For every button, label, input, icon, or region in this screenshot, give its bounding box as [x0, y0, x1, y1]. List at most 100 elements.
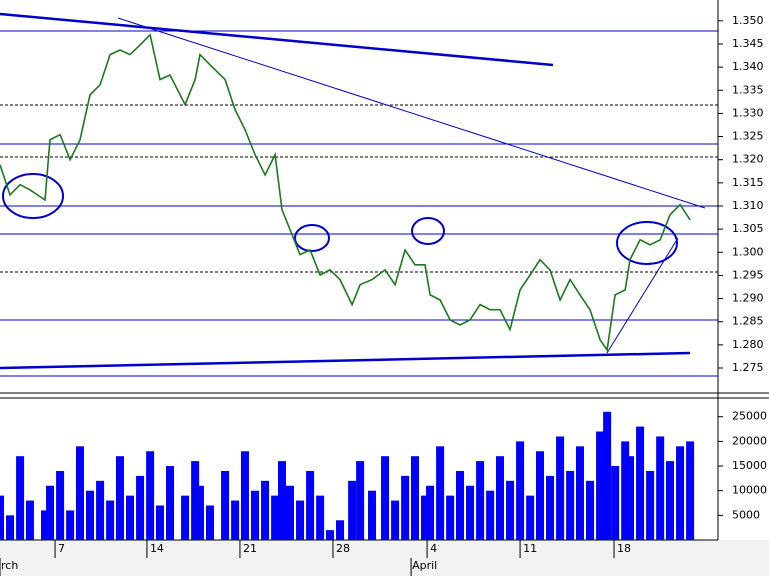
volume-bar	[306, 470, 315, 540]
volume-bar	[251, 490, 260, 540]
x-tick-label: 4	[430, 542, 437, 555]
volume-bar	[86, 490, 95, 540]
volume-bar	[206, 505, 215, 540]
trend-line	[117, 17, 706, 209]
volume-bar	[106, 500, 115, 540]
volume-bar	[575, 446, 584, 540]
y-tick-label: 1.340	[732, 60, 764, 73]
y-tick-label: 1.305	[732, 222, 764, 235]
volume-bar	[6, 515, 15, 540]
volume-bar	[506, 480, 515, 540]
volume-bar	[401, 475, 410, 540]
volume-bar	[146, 451, 155, 540]
y-tick-label: 1.345	[732, 37, 764, 50]
volume-bar	[46, 485, 55, 540]
highlight-ellipse	[616, 221, 678, 265]
volume-bar	[421, 495, 430, 540]
x-tick-label: 7	[58, 542, 65, 555]
x-tick-label: 18	[617, 542, 631, 555]
volume-bar	[556, 436, 565, 540]
volume-bar	[546, 475, 555, 540]
volume-bar	[676, 446, 685, 540]
y-tick-label: 1.320	[732, 153, 764, 166]
volume-bar	[666, 461, 675, 540]
volume-bar	[368, 490, 377, 540]
drawings	[0, 12, 718, 377]
volume-bar	[586, 480, 595, 540]
highlight-ellipse	[294, 224, 330, 252]
volume-bar	[646, 470, 655, 540]
volume-bar	[603, 411, 612, 540]
volume-bar	[41, 510, 50, 540]
volume-bar	[495, 456, 504, 540]
y-tick-label: 15000	[732, 459, 767, 472]
volume-bar	[535, 451, 544, 540]
volume-bar	[486, 490, 495, 540]
x-tick-label: 21	[243, 542, 257, 555]
y-tick-label: 1.280	[732, 338, 764, 351]
volume-bar	[240, 451, 249, 540]
volume-bar	[191, 461, 200, 540]
volume-bar	[656, 436, 665, 540]
volume-bar	[356, 461, 365, 540]
volume-bar	[426, 485, 435, 540]
highlight-ellipse	[2, 173, 64, 219]
volume-bar	[410, 456, 419, 540]
volume-bar	[261, 480, 270, 540]
y-tick-label: 1.330	[732, 106, 764, 119]
month-label: April	[412, 559, 437, 572]
volume-bar	[296, 500, 305, 540]
y-tick-label: 1.285	[732, 315, 764, 328]
x-tick-label: 14	[150, 542, 164, 555]
y-tick-label: 1.315	[732, 176, 764, 189]
y-tick-label: 1.300	[732, 245, 764, 258]
y-tick-label: 5000	[732, 508, 760, 521]
volume-bar	[566, 470, 575, 540]
volume-bar	[271, 495, 280, 540]
trend-line	[0, 351, 691, 370]
volume-bar	[75, 446, 84, 540]
x-tick-label: 11	[523, 542, 537, 555]
volume-bar	[336, 520, 345, 540]
volume-bar	[126, 495, 135, 540]
volume-bar	[436, 446, 445, 540]
volume-bar	[136, 475, 145, 540]
x-tick-label: 28	[336, 542, 350, 555]
volume-bar	[277, 461, 286, 540]
volume-bar	[96, 480, 105, 540]
volume-bar	[391, 500, 400, 540]
volume-bar	[115, 456, 124, 540]
volume-bar	[636, 426, 645, 540]
volume-bar	[456, 470, 465, 540]
volume-bar	[181, 495, 190, 540]
y-tick-label: 20000	[732, 434, 767, 447]
trend-line	[606, 237, 679, 354]
volume-bar	[285, 485, 294, 540]
volume-bar	[195, 485, 204, 540]
volume-bar	[526, 495, 535, 540]
volume-bar	[381, 456, 390, 540]
volume-bar	[221, 470, 230, 540]
volume-bar	[686, 441, 695, 540]
price-line	[0, 33, 691, 353]
volume-bar	[466, 485, 475, 540]
volume-bar	[596, 431, 605, 540]
y-tick-label: 1.335	[732, 83, 764, 96]
volume-bar	[621, 441, 630, 540]
volume-bar	[348, 480, 357, 540]
y-tick-label: 1.295	[732, 268, 764, 281]
y-tick-label: 1.290	[732, 292, 764, 305]
volume-bar	[325, 530, 334, 540]
volume-bar	[316, 495, 325, 540]
y-tick-label: 1.310	[732, 199, 764, 212]
volume-bar	[25, 500, 34, 540]
y-tick-label: 1.350	[732, 14, 764, 27]
month-label: rch	[1, 559, 18, 572]
volume-bar	[611, 466, 620, 540]
highlight-ellipse	[411, 217, 445, 245]
volume-bar	[166, 466, 175, 540]
volume-bar	[56, 470, 65, 540]
y-tick-label: 25000	[732, 410, 767, 423]
y-tick-label: 1.275	[732, 361, 764, 374]
